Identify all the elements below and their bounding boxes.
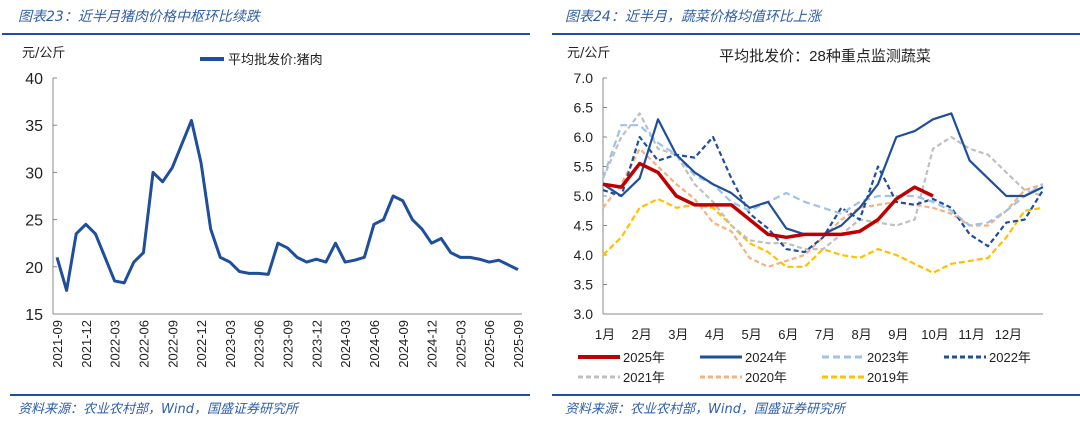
left-y-tick-label: 35 — [25, 118, 43, 135]
right-title-rule — [552, 33, 1080, 35]
left-bottom-rule — [10, 394, 530, 396]
left-legend-label: 平均批发价:猪肉 — [228, 52, 323, 67]
left-x-tick-label: 2025-03 — [453, 320, 468, 368]
right-y-tick-label: 3.5 — [574, 277, 594, 293]
right-legend-label: 2022年 — [989, 350, 1031, 365]
right-series-line-2021 — [601, 112, 1044, 251]
left-x-tick-label: 2021-12 — [79, 320, 94, 368]
left-x-tick-label: 2024-12 — [425, 320, 440, 368]
left-x-tick-label: 2024-06 — [367, 320, 382, 368]
right-y-tick-label: 6.0 — [574, 129, 594, 145]
right-y-tick-label: 4.0 — [574, 247, 594, 263]
right-series-line-2019 — [602, 197, 1044, 274]
right-legend-label: 2020年 — [745, 370, 787, 385]
left-source: 资料来源：农业农村部，Wind，国盛证券研究所 — [18, 402, 298, 417]
left-x-tick-label: 2024-03 — [338, 320, 353, 368]
right-chart-title: 图表24：近半月，蔬菜价格均值环比上涨 — [565, 9, 821, 25]
left-x-tick-label: 2023-03 — [223, 320, 238, 368]
right-x-tick-label: 6月 — [778, 327, 798, 342]
right-x-tick-label: 5月 — [742, 327, 762, 342]
right-x-tick-label: 4月 — [705, 327, 725, 342]
left-y-tick-label: 20 — [25, 260, 43, 277]
right-y-tick-label: 6.5 — [574, 100, 594, 116]
left-x-tick-label: 2022-06 — [136, 320, 151, 368]
left-y-tick-label: 15 — [25, 307, 43, 324]
left-x-tick-label: 2025-06 — [482, 320, 497, 368]
left-x-tick-label: 2023-09 — [281, 320, 296, 368]
right-x-tick-label: 12月 — [995, 327, 1022, 342]
right-legend-label: 2023年 — [867, 350, 909, 365]
left-y-tick-label: 25 — [25, 213, 43, 230]
right-bottom-rule — [552, 394, 1080, 396]
left-x-tick-label: 2021-09 — [50, 320, 65, 368]
left-title-rule — [2, 33, 530, 35]
right-x-tick-label: 3月 — [668, 327, 688, 342]
left-x-tick-label: 2022-12 — [194, 320, 209, 368]
right-unit-label: 元/公斤 — [567, 46, 611, 61]
left-x-tick-label: 2023-12 — [309, 320, 324, 368]
right-y-tick-label: 3.0 — [574, 306, 594, 322]
left-x-tick-label: 2023-06 — [252, 320, 267, 368]
right-chart-heading: 平均批发价：28种重点监测蔬菜 — [719, 48, 931, 65]
right-x-tick-label: 7月 — [815, 327, 835, 342]
left-y-tick-label: 40 — [25, 71, 43, 88]
right-legend-label: 2019年 — [867, 370, 909, 385]
right-series-line-2024 — [602, 112, 1044, 236]
right-y-tick-label: 7.0 — [574, 70, 594, 86]
right-x-tick-label: 9月 — [888, 327, 908, 342]
left-x-tick-label: 2022-03 — [108, 320, 123, 368]
left-chart-title: 图表23：近半月猪肉价格中枢环比续跌 — [18, 9, 260, 25]
left-x-tick-label: 2024-09 — [396, 320, 411, 368]
right-x-tick-label: 8月 — [852, 327, 872, 342]
right-source: 资料来源：农业农村部，Wind，国盛证券研究所 — [565, 402, 845, 417]
left-y-tick-label: 30 — [25, 165, 43, 182]
left-series-line-pork — [55, 118, 519, 292]
right-y-tick-label: 5.0 — [574, 188, 594, 204]
right-series-line-2025 — [602, 161, 934, 240]
left-unit-label: 元/公斤 — [22, 46, 66, 61]
right-y-tick-label: 5.5 — [574, 159, 594, 175]
right-x-tick-label: 11月 — [958, 327, 985, 342]
right-legend-label: 2025年 — [623, 350, 665, 365]
right-legend-label: 2021年 — [623, 370, 665, 385]
right-y-tick-label: 4.5 — [574, 218, 594, 234]
right-x-tick-label: 2月 — [632, 327, 652, 342]
left-x-tick-label: 2022-09 — [165, 320, 180, 368]
left-x-tick-label: 2025-09 — [511, 320, 526, 368]
right-legend-label: 2024年 — [745, 350, 787, 365]
right-x-tick-label: 1月 — [595, 327, 615, 342]
right-x-tick-label: 10月 — [921, 327, 948, 342]
